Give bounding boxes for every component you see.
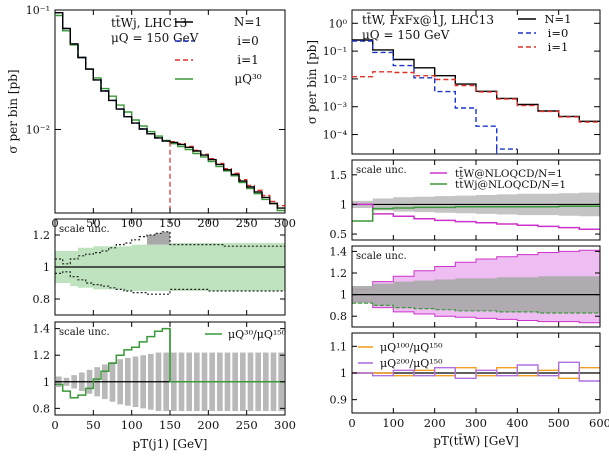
y-tick-label: 1.4 <box>33 323 51 336</box>
y-axis-label: σ per bin [pb] <box>305 40 319 124</box>
envelope-upper <box>55 231 285 265</box>
x-tick-label: 600 <box>589 416 609 430</box>
ratio-line <box>55 327 285 399</box>
y-tick-label: 1 <box>43 261 50 274</box>
y-tick-label: 1.1 <box>330 340 348 353</box>
legend-label: N=1 <box>234 15 262 29</box>
panel-annotation: scale unc. <box>356 165 407 176</box>
series-line-i=0 <box>352 40 518 150</box>
series-line-i=1 <box>170 141 285 207</box>
magenta-upper <box>352 249 600 290</box>
ratio-line-tt̄Wj@NLOQCD/N=1 <box>352 205 600 222</box>
overshoot-band <box>147 231 170 245</box>
legend-label: μQ³⁰/μQ¹⁵⁰ <box>228 328 287 341</box>
y-tick-label: 10⁻³ <box>323 101 347 114</box>
legend-label: i=0 <box>237 34 259 48</box>
x-tick-label: 250 <box>236 418 258 432</box>
green-lower <box>352 302 600 314</box>
legend-label: μQ²⁰⁰/μQ¹⁵⁰ <box>380 357 443 370</box>
envelope-lower <box>55 271 285 295</box>
y-tick-label: 1.2 <box>33 349 51 362</box>
legend-label: tt̄W@NLOQCD/N=1 <box>455 167 563 180</box>
y-tick-label: 10⁻² <box>323 73 347 86</box>
x-tick-label: 0 <box>51 418 58 432</box>
y-tick-label: 10⁻¹ <box>323 45 347 58</box>
y-tick-label: 0.9 <box>330 394 348 407</box>
y-tick-label: 0.8 <box>33 402 51 415</box>
panel-subtitle: μQ = 150 GeV <box>111 31 199 45</box>
y-tick-label: 10⁰ <box>329 17 348 30</box>
x-axis-label: pT(tt̄W) [GeV] <box>433 432 519 448</box>
y-tick-label: 0.8 <box>33 293 51 306</box>
legend-label: i=0 <box>548 26 569 40</box>
panel-title: tt̄Wj, LHC13 <box>111 14 187 30</box>
x-tick-label: 200 <box>424 416 446 430</box>
panel-subtitle: μQ = 150 GeV <box>362 28 450 42</box>
y-tick-label: 1 <box>340 367 347 380</box>
y-axis-label: σ per bin [pb] <box>6 69 20 153</box>
legend-label: tt̄Wj@NLOQCD/N=1 <box>455 178 566 191</box>
x-tick-label: 300 <box>274 418 296 432</box>
panel-annotation: scale unc. <box>59 224 110 235</box>
series-line-i=1 <box>352 71 600 123</box>
y-tick-label: 1.2 <box>33 229 51 242</box>
x-tick-label: 50 <box>86 418 101 432</box>
y-tick-label: 10⁻² <box>26 123 50 136</box>
y-tick-label: 1.2 <box>330 267 348 280</box>
y-tick-label: 1 <box>340 198 347 211</box>
x-tick-label: 100 <box>121 418 143 432</box>
y-tick-label: 10⁻⁴ <box>323 129 348 142</box>
x-tick-label: 100 <box>382 416 404 430</box>
y-tick-label: 10⁻¹ <box>26 4 50 17</box>
x-tick-label: 300 <box>465 416 487 430</box>
x-tick-label: 0 <box>348 416 355 430</box>
magenta-lower <box>352 300 600 324</box>
legend-label: μQ¹⁰⁰/μQ¹⁵⁰ <box>380 341 443 354</box>
legend-label: μQ³⁰ <box>234 72 261 86</box>
x-axis-label: pT(j1) [GeV] <box>133 437 208 451</box>
panel-title: tt̄W, FxFx@1J, LHC13 <box>362 11 494 27</box>
x-tick-label: 200 <box>197 418 219 432</box>
x-tick-label: 400 <box>506 416 528 430</box>
legend-label: N=1 <box>544 12 571 26</box>
ratio-line-μQ²⁰⁰/μQ¹⁵⁰ <box>352 361 600 382</box>
y-tick-label: 0.8 <box>330 310 348 323</box>
y-tick-label: 0.5 <box>330 228 348 241</box>
x-tick-label: 500 <box>548 416 570 430</box>
panel-annotation: scale unc. <box>356 251 407 262</box>
y-tick-label: 1 <box>43 376 50 389</box>
y-tick-label: 1.4 <box>330 245 348 258</box>
y-tick-label: 1 <box>340 289 347 302</box>
panel-annotation: scale unc. <box>59 327 110 338</box>
legend-label: i=1 <box>548 40 569 54</box>
y-tick-label: 1.5 <box>330 169 348 182</box>
legend-label: i=1 <box>237 53 259 67</box>
x-tick-label: 150 <box>159 418 181 432</box>
ratio-line-tt̄W@NLOQCD/N=1 <box>352 203 600 231</box>
